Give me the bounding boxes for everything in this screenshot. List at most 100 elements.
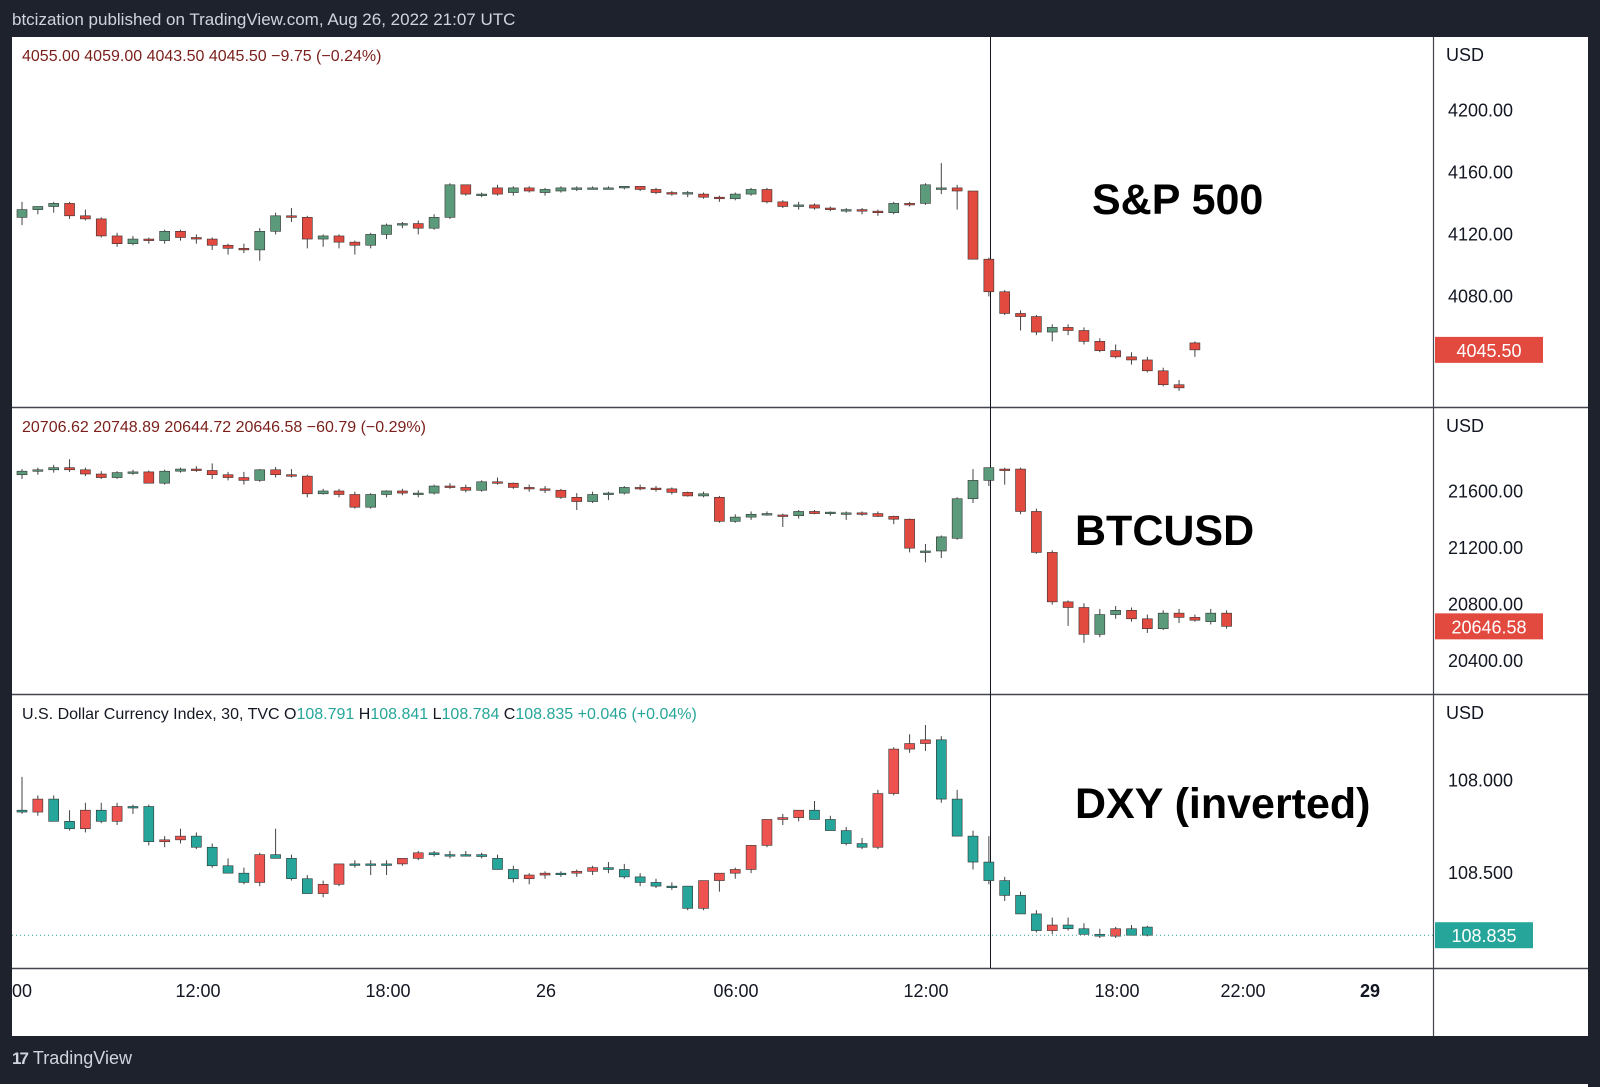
candle <box>825 511 836 516</box>
candle <box>666 882 678 890</box>
candle-body <box>1126 356 1137 361</box>
candle-body <box>1094 341 1106 351</box>
candle <box>872 209 884 216</box>
candle <box>888 747 900 796</box>
candle <box>412 490 424 498</box>
candle-body <box>1015 895 1026 915</box>
candle <box>523 484 535 492</box>
candle <box>365 232 377 249</box>
candle <box>793 809 804 822</box>
candle <box>587 865 598 876</box>
candle-body <box>412 223 424 229</box>
ohlc-low-label: L <box>433 706 442 723</box>
candle <box>793 510 804 519</box>
candle <box>127 804 139 814</box>
candle <box>714 495 725 523</box>
candle-body <box>999 291 1011 314</box>
ohlc-high-value: 4059.00 <box>84 48 146 65</box>
candle-body <box>1062 601 1074 608</box>
candle <box>1094 608 1106 638</box>
last-price-badge <box>1435 613 1543 640</box>
candle <box>856 208 868 215</box>
candle <box>935 736 947 803</box>
candle <box>476 852 487 859</box>
chart-background <box>12 37 1588 1036</box>
candle-body <box>32 469 44 472</box>
candle <box>634 873 646 887</box>
tradingview-brand[interactable]: 17 TradingView <box>12 1048 132 1069</box>
candle <box>634 186 646 191</box>
candle <box>698 491 709 498</box>
candle-body <box>571 871 583 874</box>
candle <box>1078 327 1090 345</box>
candle-body <box>666 488 678 493</box>
pane-title: DXY (inverted) <box>1075 780 1371 828</box>
candle <box>159 469 170 485</box>
candle-body <box>365 494 377 508</box>
candle-body <box>983 258 995 293</box>
candle-body <box>317 883 329 894</box>
candle-body <box>254 231 266 251</box>
candle <box>777 513 789 527</box>
candle <box>698 192 709 199</box>
time-tick-label: 06:00 <box>713 981 758 1001</box>
candle <box>16 776 28 814</box>
multi-pane-chart[interactable]: 4055.00 4059.00 4043.50 4045.50 −9.75 (−… <box>0 0 1588 1036</box>
candle-body <box>539 872 551 876</box>
candle-body <box>32 798 44 813</box>
candle-body <box>634 186 646 190</box>
candle-body <box>16 809 28 813</box>
candle <box>80 467 91 477</box>
price-tick-label: 21200.00 <box>1448 538 1523 558</box>
candle <box>48 464 60 473</box>
candle <box>333 234 345 249</box>
candle <box>539 871 551 879</box>
candle-body <box>127 238 139 245</box>
candle <box>666 191 678 196</box>
candle <box>1078 923 1090 935</box>
candle <box>1142 925 1153 937</box>
candle <box>809 203 820 210</box>
candle-body <box>951 498 963 539</box>
ohlc-legend: U.S. Dollar Currency Index, 30, TVC O108… <box>22 706 697 723</box>
candle-body <box>397 490 408 494</box>
currency-label: USD <box>1446 703 1484 723</box>
price-tick-label: 108.500 <box>1448 863 1513 883</box>
candle-body <box>809 511 820 514</box>
candle-body <box>666 192 678 195</box>
candle <box>682 191 694 198</box>
candle <box>381 223 392 240</box>
candle <box>587 186 598 190</box>
candle-body <box>412 852 424 859</box>
candle-body <box>222 474 234 478</box>
candle-body <box>777 817 789 820</box>
ohlc-high-label: H <box>359 706 371 723</box>
candle-body <box>761 513 773 516</box>
price-tick-label: 4120.00 <box>1448 224 1513 244</box>
candle-body <box>618 869 630 878</box>
candle-body <box>920 739 931 744</box>
candle-body <box>888 516 900 520</box>
candle-body <box>301 217 313 240</box>
candle-body <box>286 215 297 218</box>
candle-body <box>95 473 107 478</box>
candle-body <box>254 854 266 883</box>
candle-body <box>587 867 598 872</box>
candle-body <box>317 235 329 240</box>
candle-body <box>381 224 392 235</box>
candle <box>48 795 60 822</box>
ohlc-change-value: −60.79 (−0.29%) <box>307 419 426 436</box>
candle-body <box>397 223 408 226</box>
candle-body <box>983 467 995 481</box>
candle <box>666 487 678 495</box>
publish-header-bar: btcization published on TradingView.com,… <box>0 0 1588 37</box>
candle <box>777 200 789 209</box>
brand-name: TradingView <box>32 1048 132 1068</box>
ohlc-high-value: 108.841 <box>370 706 432 723</box>
candle <box>888 201 900 215</box>
candle-body <box>745 845 757 870</box>
left-frame-border <box>0 37 12 1084</box>
candle <box>523 186 535 193</box>
candle-body <box>745 189 757 195</box>
candle <box>412 220 424 235</box>
